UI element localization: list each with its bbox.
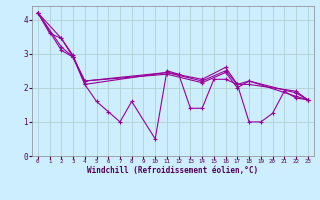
X-axis label: Windchill (Refroidissement éolien,°C): Windchill (Refroidissement éolien,°C) [87,166,258,175]
